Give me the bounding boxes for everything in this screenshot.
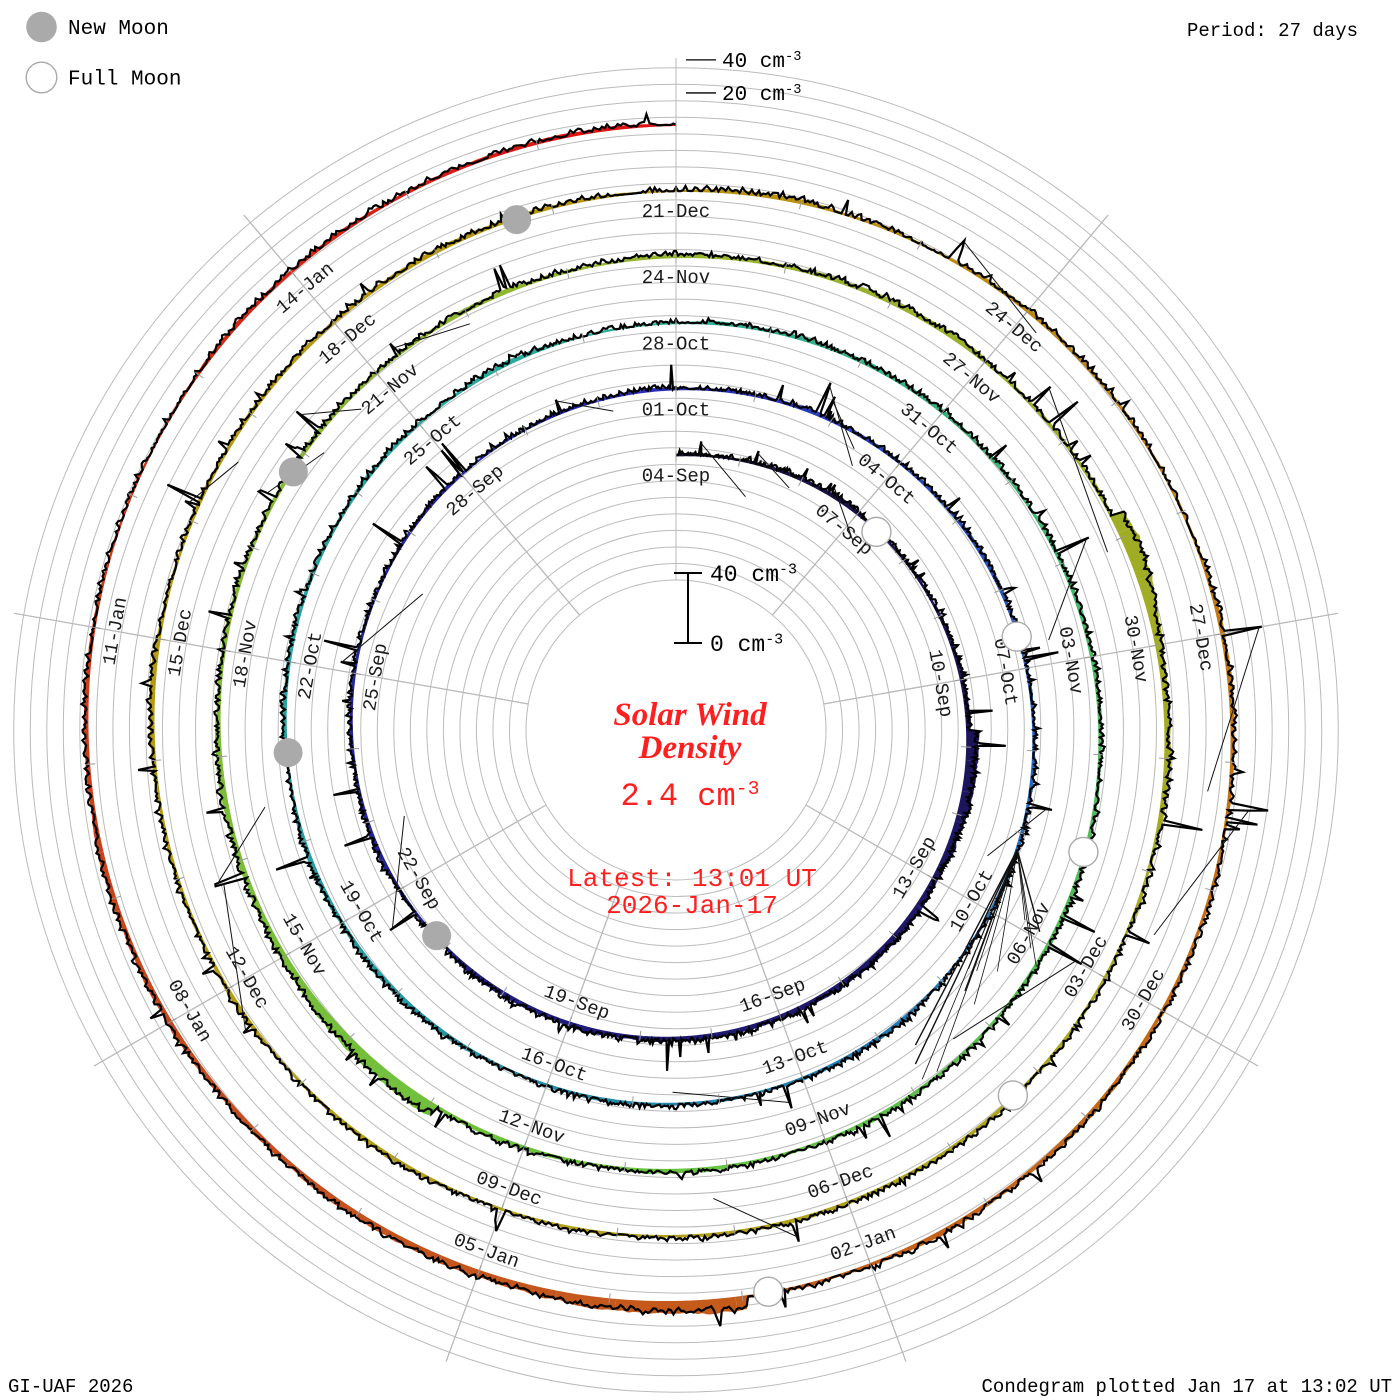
svg-text:15-Nov: 15-Nov [277,910,330,980]
svg-text:Full Moon: Full Moon [68,69,181,92]
svg-text:30-Nov: 30-Nov [1119,613,1153,684]
svg-text:13-Sep: 13-Sep [888,833,941,903]
svg-text:28-Oct: 28-Oct [642,333,710,355]
svg-text:14-Jan: 14-Jan [272,258,339,319]
svg-text:28-Sep: 28-Sep [442,460,509,521]
svg-text:15-Dec: 15-Dec [164,607,198,678]
svg-text:04-Sep: 04-Sep [642,466,710,488]
svg-text:16-Oct: 16-Oct [518,1043,590,1087]
svg-text:Solar Wind: Solar Wind [613,697,767,733]
svg-text:2.4 cm-3: 2.4 cm-3 [620,777,759,815]
svg-text:GI-UAF 2026: GI-UAF 2026 [8,1376,133,1398]
svg-text:22-Oct: 22-Oct [294,630,328,701]
svg-text:New Moon: New Moon [68,18,169,41]
svg-text:22-Sep: 22-Sep [392,844,445,914]
svg-text:18-Nov: 18-Nov [229,619,263,690]
svg-text:24-Dec: 24-Dec [980,297,1047,358]
svg-text:Density: Density [638,730,742,766]
svg-text:11-Jan: 11-Jan [99,596,133,667]
svg-text:40 cm-3: 40 cm-3 [722,50,801,74]
svg-text:21-Nov: 21-Nov [357,359,424,420]
svg-text:Condegram plotted Jan 17 at 13: Condegram plotted Jan 17 at 13:02 UT [982,1376,1392,1398]
svg-text:20 cm-3: 20 cm-3 [722,83,801,107]
svg-text:Latest: 13:01 UT: Latest: 13:01 UT [567,864,817,894]
svg-text:03-Nov: 03-Nov [1054,625,1088,696]
svg-text:06-Nov: 06-Nov [1002,899,1055,969]
svg-text:21-Dec: 21-Dec [642,201,710,223]
svg-text:0 cm-3: 0 cm-3 [710,632,783,658]
svg-text:25-Sep: 25-Sep [359,641,393,712]
svg-text:2026-Jan-17: 2026-Jan-17 [606,891,778,921]
svg-text:24-Nov: 24-Nov [642,267,710,289]
svg-text:19-Oct: 19-Oct [334,877,387,947]
svg-text:30-Dec: 30-Dec [1117,965,1170,1035]
svg-text:Period: 27 days: Period: 27 days [1187,20,1358,42]
svg-text:27-Dec: 27-Dec [1184,602,1218,673]
svg-text:01-Oct: 01-Oct [642,399,710,421]
svg-text:40 cm-3: 40 cm-3 [710,562,797,588]
svg-text:18-Dec: 18-Dec [315,308,382,369]
svg-text:08-Jan: 08-Jan [163,976,216,1046]
svg-text:12-Dec: 12-Dec [220,943,273,1013]
svg-text:10-Sep: 10-Sep [923,648,957,719]
svg-text:27-Nov: 27-Nov [938,348,1005,409]
svg-text:03-Dec: 03-Dec [1060,932,1113,1002]
svg-text:31-Oct: 31-Oct [895,399,962,460]
svg-text:04-Oct: 04-Oct [853,449,920,510]
svg-text:13-Oct: 13-Oct [759,1036,831,1080]
